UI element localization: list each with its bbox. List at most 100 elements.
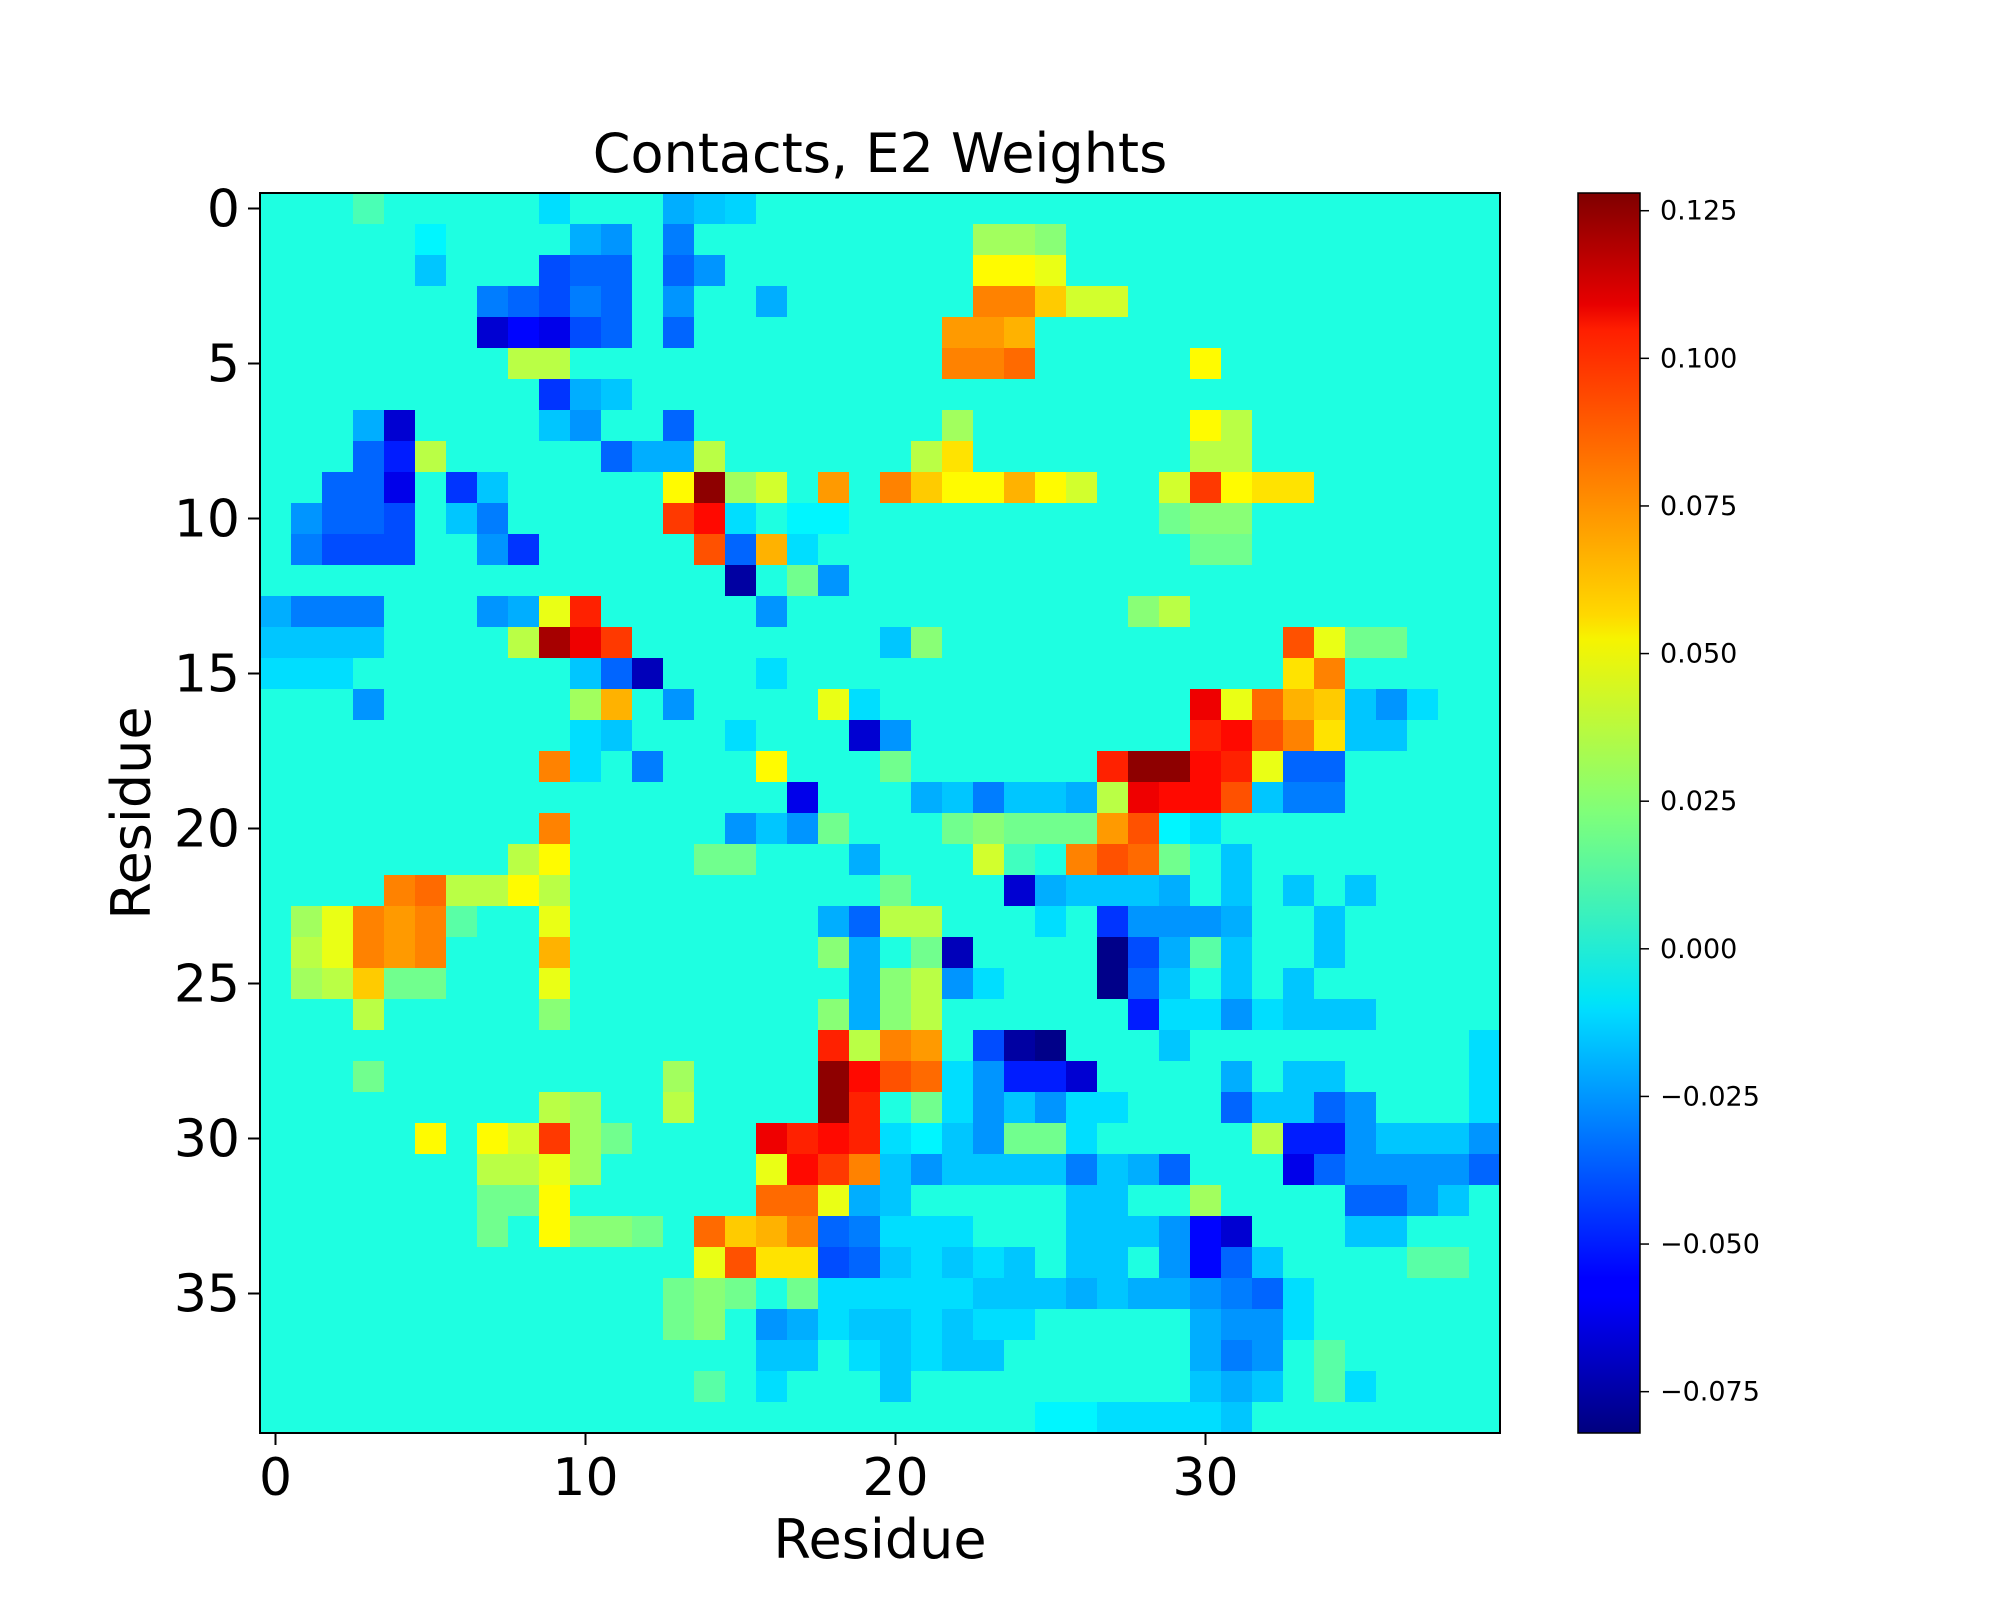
- heatmap-cell: [1469, 410, 1501, 442]
- heatmap-cell: [384, 999, 416, 1031]
- heatmap-cell: [880, 906, 912, 938]
- heatmap-cell: [1376, 813, 1408, 845]
- heatmap-cell: [1314, 689, 1346, 721]
- heatmap-cell: [725, 720, 757, 752]
- heatmap-cell: [973, 1371, 1005, 1403]
- heatmap-cell: [601, 720, 633, 752]
- heatmap-cell: [1345, 968, 1377, 1000]
- heatmap-cell: [1159, 1030, 1191, 1062]
- heatmap-cell: [384, 1123, 416, 1155]
- heatmap-cell: [911, 472, 943, 504]
- heatmap-cell: [601, 224, 633, 256]
- heatmap-cell: [477, 1030, 509, 1062]
- heatmap-cell: [725, 441, 757, 473]
- heatmap-cell: [756, 379, 788, 411]
- heatmap-cell: [880, 875, 912, 907]
- heatmap-cell: [725, 286, 757, 318]
- heatmap-cell: [1097, 224, 1129, 256]
- heatmap-cell: [1252, 1247, 1284, 1279]
- heatmap-cell: [911, 286, 943, 318]
- heatmap-cell: [632, 627, 664, 659]
- heatmap-cell: [446, 1123, 478, 1155]
- heatmap-cell: [880, 689, 912, 721]
- heatmap-cell: [1438, 503, 1470, 535]
- heatmap-cell: [1066, 1154, 1098, 1186]
- heatmap-cell: [1190, 534, 1222, 566]
- heatmap-cell: [1345, 286, 1377, 318]
- heatmap-cell: [539, 193, 571, 225]
- heatmap-cell: [880, 441, 912, 473]
- heatmap-cell: [291, 379, 323, 411]
- heatmap-cell: [1097, 813, 1129, 845]
- heatmap-cell: [880, 1402, 912, 1434]
- heatmap-cell: [632, 813, 664, 845]
- heatmap-cell: [446, 1340, 478, 1372]
- heatmap-cell: [632, 999, 664, 1031]
- heatmap-cell: [1035, 503, 1067, 535]
- heatmap-cell: [1252, 813, 1284, 845]
- heatmap-cell: [1469, 1309, 1501, 1341]
- heatmap-cell: [570, 1278, 602, 1310]
- heatmap-cell: [1035, 782, 1067, 814]
- heatmap-cell: [446, 410, 478, 442]
- heatmap-cell: [694, 534, 726, 566]
- heatmap-cell: [1438, 720, 1470, 752]
- heatmap-cell: [787, 968, 819, 1000]
- heatmap-cell: [1314, 565, 1346, 597]
- heatmap-cell: [973, 627, 1005, 659]
- heatmap-cell: [1407, 968, 1439, 1000]
- heatmap-cell: [570, 1154, 602, 1186]
- heatmap-cell: [1438, 472, 1470, 504]
- heatmap-cell: [260, 1216, 292, 1248]
- heatmap-cell: [880, 255, 912, 287]
- heatmap-cell: [880, 410, 912, 442]
- heatmap-cell: [322, 286, 354, 318]
- heatmap-cell: [911, 937, 943, 969]
- heatmap-cell: [973, 937, 1005, 969]
- heatmap-cell: [973, 813, 1005, 845]
- heatmap-cell: [601, 1278, 633, 1310]
- heatmap-cell: [1314, 813, 1346, 845]
- heatmap-cell: [353, 1123, 385, 1155]
- heatmap-cell: [849, 1185, 881, 1217]
- heatmap-cell: [353, 255, 385, 287]
- heatmap-cell: [1004, 1216, 1036, 1248]
- heatmap-cell: [477, 1216, 509, 1248]
- heatmap-cell: [1314, 1092, 1346, 1124]
- heatmap-cell: [1066, 1061, 1098, 1093]
- heatmap-cell: [446, 720, 478, 752]
- heatmap-cell: [260, 441, 292, 473]
- heatmap-cell: [1035, 844, 1067, 876]
- heatmap-cell: [291, 906, 323, 938]
- heatmap-cell: [756, 472, 788, 504]
- heatmap-cell: [477, 534, 509, 566]
- heatmap-cell: [787, 658, 819, 690]
- heatmap-cell: [1159, 720, 1191, 752]
- heatmap-cell: [1097, 534, 1129, 566]
- heatmap-cell: [787, 751, 819, 783]
- heatmap-cell: [756, 1092, 788, 1124]
- heatmap-cell: [1097, 379, 1129, 411]
- heatmap-cell: [1438, 348, 1470, 380]
- heatmap-cell: [1190, 689, 1222, 721]
- heatmap-cell: [322, 1247, 354, 1279]
- heatmap-cell: [787, 286, 819, 318]
- y-tick-label: 20: [174, 800, 240, 860]
- heatmap-cell: [942, 1340, 974, 1372]
- heatmap-cell: [942, 875, 974, 907]
- heatmap-cell: [570, 565, 602, 597]
- heatmap-cell: [1345, 503, 1377, 535]
- heatmap-cell: [1190, 1092, 1222, 1124]
- heatmap-cell: [415, 844, 447, 876]
- heatmap-cell: [1252, 1185, 1284, 1217]
- heatmap-cell: [1159, 1061, 1191, 1093]
- heatmap-cell: [1066, 968, 1098, 1000]
- heatmap-cell: [694, 472, 726, 504]
- heatmap-cell: [1407, 472, 1439, 504]
- heatmap-cell: [1097, 255, 1129, 287]
- heatmap-cell: [632, 937, 664, 969]
- heatmap-cell: [570, 534, 602, 566]
- heatmap-cell: [1221, 906, 1253, 938]
- heatmap-cell: [1469, 937, 1501, 969]
- heatmap-cell: [1035, 1123, 1067, 1155]
